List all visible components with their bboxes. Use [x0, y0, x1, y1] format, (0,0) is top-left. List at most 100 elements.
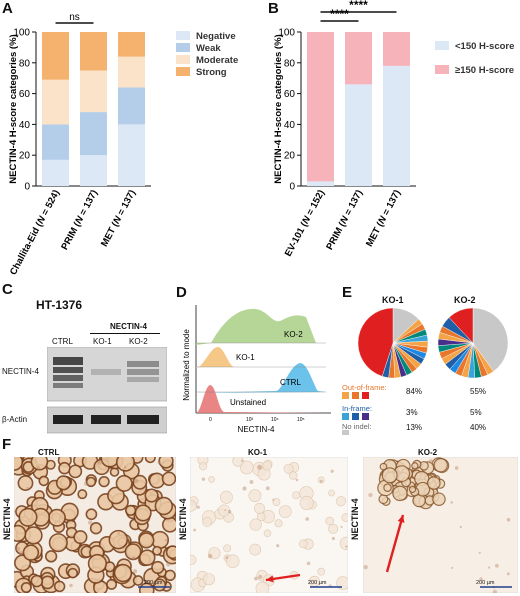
y-tick-label: 20	[284, 151, 296, 162]
scale-bar-label-ctrl: 200 µm	[144, 580, 163, 586]
legend-swatch	[176, 55, 190, 64]
pie-slice	[448, 307, 474, 344]
y-tick-label: 40	[19, 120, 31, 131]
legend-swatch	[176, 31, 190, 40]
scale-bar-label-ko2: 200 µm	[476, 580, 495, 586]
panel-label-d: D	[176, 284, 187, 301]
pie-slice	[472, 307, 509, 372]
flow-xtick-2: 10⁴	[271, 417, 279, 423]
blot-row-label-actin: β-Actin	[2, 415, 28, 424]
y-tick-label: 20	[19, 151, 31, 162]
y-tick-label: 40	[284, 120, 296, 131]
flow-xtick-3: 10⁵	[297, 417, 305, 423]
bar-segment	[80, 32, 107, 71]
x-tick-label: PRIM (N = 137)	[324, 188, 365, 252]
panel-label-a: A	[2, 0, 13, 17]
x-tick-label: Challita-Eid (N = 524)	[8, 188, 62, 277]
legend-swatch	[435, 41, 449, 50]
bar-segment	[80, 155, 107, 186]
y-tick-label: 80	[284, 58, 296, 69]
lane-label-ko1: KO-1	[93, 337, 112, 346]
legend-label: Negative	[196, 31, 236, 42]
cell-line-label: HT-1376	[36, 298, 83, 312]
bar-segment	[118, 56, 145, 88]
bar-segment	[42, 159, 69, 186]
value-ko2-no-indel: 40%	[470, 423, 487, 432]
bar-segment	[307, 181, 334, 186]
bar-segment	[42, 32, 69, 80]
indel-panel: KO-1 KO-2 Out-of-frame: 84% 55% In-frame…	[342, 295, 520, 435]
ihc-image-ko1	[190, 457, 348, 593]
value-ko1-out-of-frame: 84%	[406, 387, 423, 396]
pie-ko1	[357, 307, 429, 379]
pie-title-ko2: KO-2	[454, 295, 476, 305]
y-tick-label: 0	[289, 182, 295, 193]
histogram-ko2	[196, 308, 316, 345]
bar-segment	[118, 124, 145, 186]
flow-track-label-ctrl: CTRL	[280, 378, 301, 387]
ihc-title-ctrl: CTRL	[38, 448, 60, 457]
arrow-marker	[385, 514, 405, 573]
flow-track-label-ko2: KO-2	[284, 330, 303, 339]
swatch-no-indel	[342, 430, 349, 435]
flow-ylabel: Normalized to mode	[182, 329, 191, 401]
legend-swatch	[435, 65, 449, 74]
bar-segment	[307, 32, 334, 182]
x-tick-label: EV-101 (N = 152)	[283, 188, 327, 258]
flow-track-label-unstained: Unstained	[230, 398, 266, 407]
lane-label-ctrl: CTRL	[52, 337, 73, 346]
blot-group-label: NECTIN-4	[110, 322, 147, 331]
row-label-no-indel: No indel:	[342, 422, 372, 431]
legend-label: ≥150 H-score	[455, 65, 514, 76]
histogram-unstained	[196, 385, 326, 413]
significance-label: ns	[69, 12, 80, 23]
y-tick-label: 60	[19, 89, 31, 100]
bar-segment	[80, 70, 107, 113]
value-ko1-in-frame: 3%	[406, 408, 418, 417]
histogram-ko1	[196, 347, 326, 368]
bar-segment	[42, 79, 69, 125]
ihc-image-ctrl	[14, 457, 176, 593]
blot-image	[47, 347, 167, 434]
significance-label: ****	[330, 7, 349, 21]
ihc-ylabel-1: NECTIN-4	[2, 498, 12, 540]
flow-xtick-1: 10³	[246, 417, 254, 423]
ihc-ylabel-2: NECTIN-4	[178, 498, 188, 540]
panel-label-e: E	[342, 284, 353, 301]
legend-label: Strong	[196, 67, 227, 78]
panel-label-c: C	[2, 281, 13, 298]
panel-label-b: B	[268, 0, 279, 17]
legend-label: Moderate	[196, 55, 238, 66]
bar-segment	[383, 32, 410, 66]
blot-row-label-nectin4: NECTIN-4	[2, 367, 39, 376]
legend-label: Weak	[196, 43, 221, 54]
ihc-title-ko2: KO-2	[418, 448, 438, 457]
flow-track-label-ko1: KO-1	[236, 353, 255, 362]
bar-segment	[383, 65, 410, 186]
flow-xtick-0: 0	[209, 417, 212, 423]
legend-label: <150 H-score	[455, 41, 514, 52]
pie-slice	[357, 307, 394, 377]
western-blot-panel: HT-1376 NECTIN-4 CTRL KO-1 KO-2 NECTIN-4…	[0, 295, 175, 435]
flow-histogram: Normalized to mode KO-2 KO-1 CTRL Unstai…	[182, 305, 331, 434]
bar-segment	[118, 32, 145, 57]
swatches-out-of-frame	[342, 392, 372, 399]
value-ko2-out-of-frame: 55%	[470, 387, 487, 396]
pie-ko2	[437, 307, 509, 379]
value-ko1-no-indel: 13%	[406, 423, 423, 432]
bar-segment	[80, 112, 107, 156]
arrow-head	[266, 575, 274, 583]
legend-swatch	[176, 67, 190, 76]
bar-segment	[345, 84, 372, 186]
histogram-ctrl	[196, 363, 326, 393]
x-tick-label: MET (N = 137)	[364, 188, 403, 248]
pie-title-ko1: KO-1	[382, 295, 404, 305]
blot-group-line	[90, 333, 160, 334]
y-tick-label: 100	[13, 28, 30, 39]
legend-swatch	[176, 43, 190, 52]
bar-segment	[42, 124, 69, 160]
lane-label-ko2: KO-2	[129, 337, 148, 346]
ihc-image-ko2	[363, 457, 518, 593]
